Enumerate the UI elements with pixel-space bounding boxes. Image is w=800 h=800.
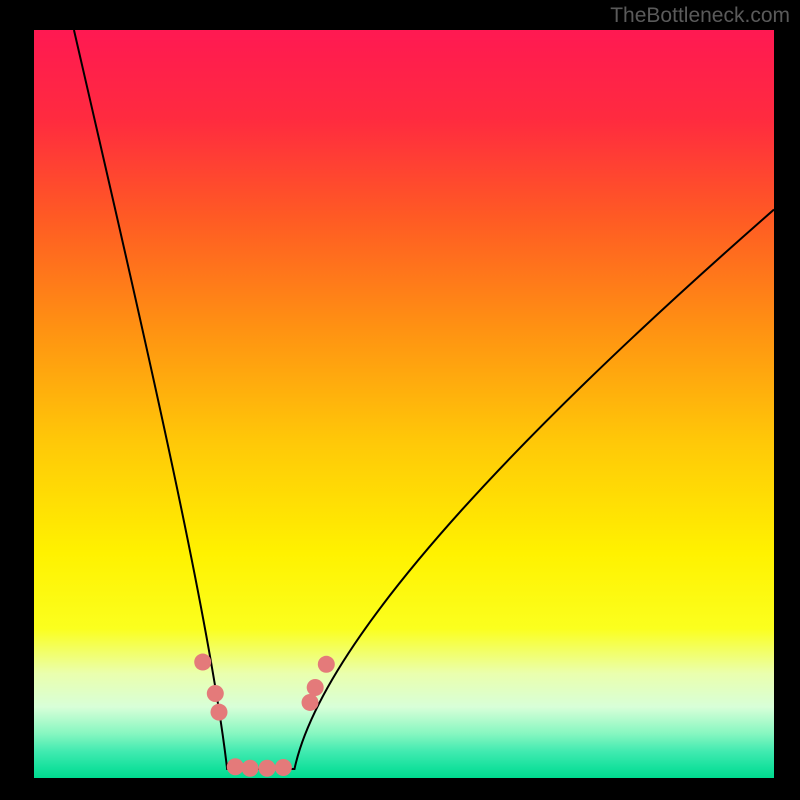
plot-area	[34, 30, 774, 778]
marker-point	[242, 760, 259, 777]
marker-point	[227, 758, 244, 775]
marker-point	[207, 685, 224, 702]
marker-point	[194, 654, 211, 671]
chart-svg	[34, 30, 774, 778]
marker-point	[259, 760, 276, 777]
marker-point	[275, 759, 292, 776]
gradient-background	[34, 30, 774, 778]
marker-point	[302, 694, 319, 711]
marker-point	[307, 679, 324, 696]
marker-point	[318, 656, 335, 673]
watermark-text: TheBottleneck.com	[610, 4, 790, 28]
marker-point	[211, 704, 228, 721]
